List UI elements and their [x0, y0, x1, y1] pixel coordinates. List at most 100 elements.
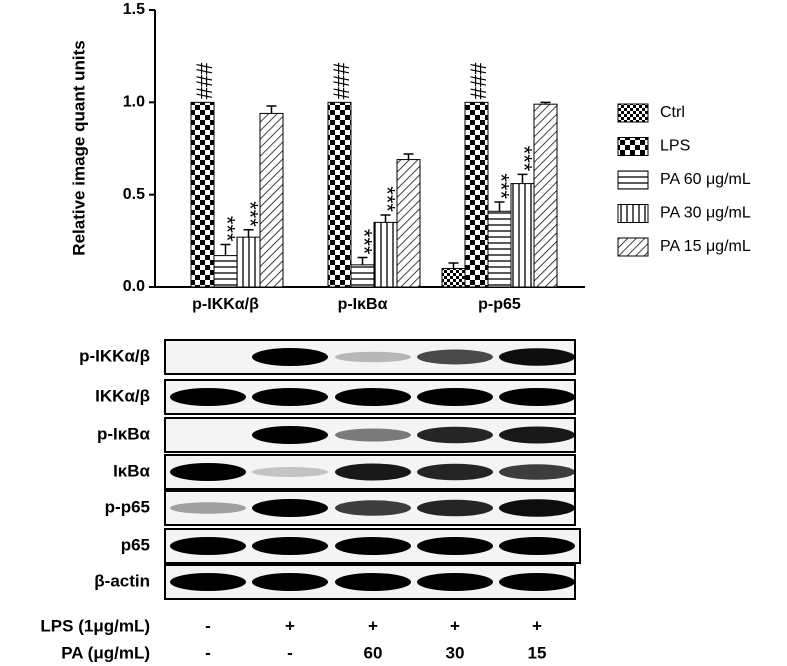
bar	[213, 255, 238, 288]
blot-band	[170, 537, 246, 555]
significance-label: ***	[512, 146, 537, 172]
bar	[190, 101, 215, 288]
bar	[236, 236, 261, 288]
bar	[510, 183, 535, 288]
blot-band	[499, 388, 575, 406]
x-tick-label: p-IκBα	[338, 296, 388, 313]
blot-band	[417, 573, 493, 591]
blot-band	[252, 426, 328, 444]
bar	[464, 101, 489, 288]
legend-swatch	[617, 204, 649, 223]
significance-label: ###	[192, 63, 217, 100]
blot-band	[252, 499, 328, 517]
condition-value: -	[287, 643, 293, 662]
blot-band	[335, 388, 411, 406]
x-tick-label: p-IKKα/β	[192, 296, 259, 313]
y-tick-label: 0.5	[123, 186, 145, 203]
error-bar	[220, 243, 231, 256]
blot-band	[417, 426, 493, 444]
blot-band	[417, 388, 493, 406]
condition-value: +	[285, 616, 295, 635]
blot-row-label: IKKα/β	[95, 386, 150, 405]
blot-band	[417, 463, 493, 481]
legend-label: PA 30 μg/mL	[660, 205, 751, 222]
condition-value: +	[450, 616, 460, 635]
bar	[441, 268, 466, 288]
legend-label: LPS	[660, 138, 690, 155]
bar	[350, 264, 375, 288]
significance-label: ###	[466, 63, 491, 100]
bar	[327, 101, 352, 288]
bar	[487, 210, 512, 288]
blot-row-label: p-p65	[105, 497, 150, 516]
significance-label: ***	[215, 216, 240, 242]
blot-band	[170, 573, 246, 591]
y-axis-label: Relative image quant units	[69, 40, 88, 255]
condition-label: PA (μg/mL)	[61, 643, 150, 662]
significance-label: ###	[329, 63, 354, 100]
significance-label: ***	[375, 186, 400, 212]
condition-label: LPS (1μg/mL)	[40, 616, 150, 635]
blot-band	[252, 537, 328, 555]
legend-swatch	[617, 137, 649, 156]
legend-swatch	[617, 237, 649, 257]
condition-value: +	[532, 616, 542, 635]
blot-band	[499, 573, 575, 591]
error-bar	[357, 256, 368, 265]
error-bar	[243, 229, 254, 238]
legend-label: Ctrl	[660, 104, 685, 121]
condition-value: 60	[364, 643, 383, 662]
blot-band	[417, 349, 493, 365]
blot-band	[335, 573, 411, 591]
blot-band	[335, 500, 411, 516]
blot-band	[252, 467, 328, 477]
blot-band	[499, 537, 575, 555]
blot-band	[170, 463, 246, 481]
error-bar	[494, 201, 505, 212]
error-bar	[448, 262, 459, 269]
blot-band	[417, 537, 493, 555]
error-bar	[540, 101, 551, 105]
legend-label: PA 15 μg/mL	[660, 238, 751, 255]
error-bar	[266, 105, 277, 114]
blot-row-label: p-IκBα	[97, 424, 151, 443]
blot-band	[252, 573, 328, 591]
y-tick-label: 0.0	[123, 278, 145, 295]
blot-row-label: p-IKKα/β	[79, 346, 150, 365]
condition-value: -	[205, 616, 211, 635]
y-tick-label: 1.0	[123, 94, 145, 111]
blot-band	[499, 348, 575, 366]
blot-band	[499, 426, 575, 444]
blot-row-label: p65	[121, 535, 150, 554]
significance-label: ***	[352, 229, 377, 255]
x-tick-label: p-p65	[478, 296, 521, 313]
bar	[259, 112, 284, 288]
condition-value: 30	[446, 643, 465, 662]
bar	[533, 103, 558, 288]
blot-band	[499, 499, 575, 517]
condition-value: -	[205, 643, 211, 662]
error-bar	[517, 173, 528, 184]
legend-swatch	[617, 170, 649, 190]
blot-band	[170, 502, 246, 514]
blot-band	[499, 464, 575, 480]
blot-band	[252, 348, 328, 366]
legend-swatch	[617, 103, 649, 123]
y-tick-label: 1.5	[123, 1, 145, 18]
blot-band	[335, 428, 411, 442]
blot-band	[252, 388, 328, 406]
significance-label: ***	[489, 173, 514, 199]
blot-band	[335, 463, 411, 481]
blot-band	[335, 537, 411, 555]
bar	[373, 221, 398, 288]
legend-label: PA 60 μg/mL	[660, 171, 751, 188]
blot-row-label: β-actin	[94, 571, 150, 590]
blot-band	[170, 388, 246, 406]
significance-label: ***	[238, 201, 263, 227]
bar	[396, 159, 421, 288]
blot-band	[417, 499, 493, 517]
condition-value: 15	[528, 643, 547, 662]
error-bar	[380, 214, 391, 223]
